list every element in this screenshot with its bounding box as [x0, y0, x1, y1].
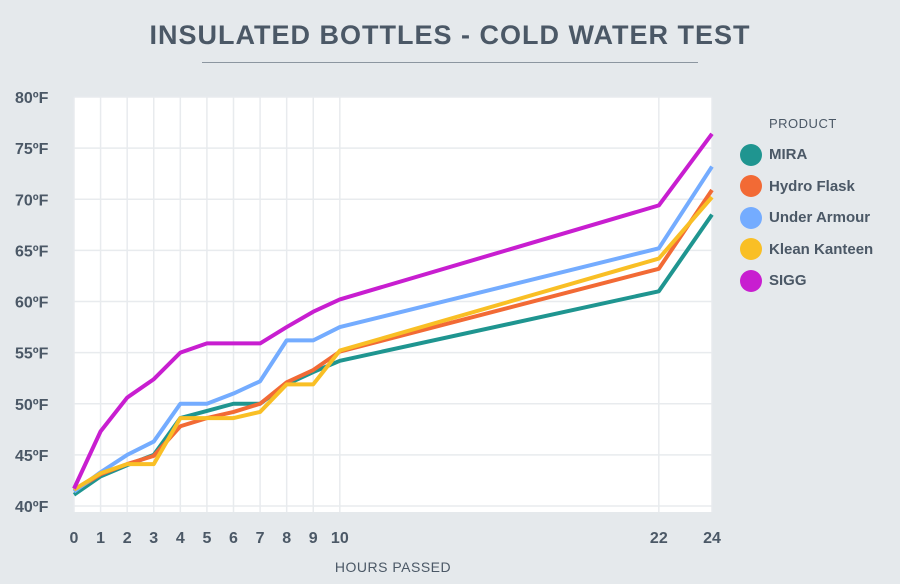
y-tick-label: 40ºF: [15, 499, 49, 516]
legend-item: Klean Kanteen: [740, 234, 873, 266]
x-tick-label: 7: [256, 530, 265, 547]
x-tick-label: 10: [331, 530, 349, 547]
legend-label: Under Armour: [769, 209, 871, 227]
y-tick-label: 65ºF: [15, 243, 49, 260]
y-tick-label: 55ºF: [15, 346, 49, 363]
y-tick-label: 80ºF: [15, 90, 49, 107]
y-tick-label: 70ºF: [15, 192, 49, 209]
x-tick-label: 0: [70, 530, 79, 547]
x-tick-label: 4: [176, 530, 185, 547]
y-tick-label: 50ºF: [15, 397, 49, 414]
x-tick-label: 8: [282, 530, 291, 547]
x-tick-label: 1: [96, 530, 105, 547]
legend-swatch: [740, 175, 762, 198]
y-tick-label: 45ºF: [15, 448, 49, 465]
legend-label: Hydro Flask: [769, 177, 855, 195]
legend-label: SIGG: [769, 272, 807, 290]
series-line-klean-kanteen: [72, 195, 714, 492]
legend-swatch: [740, 206, 762, 229]
legend: PRODUCT MIRA Hydro Flask Under Armour Klean…: [740, 116, 873, 297]
plot-area: [74, 97, 712, 512]
x-axis-label: HOURS PASSED: [335, 559, 451, 575]
legend-item: Under Armour: [740, 202, 873, 234]
x-tick-label: 5: [202, 530, 211, 547]
legend-label: MIRA: [769, 146, 808, 164]
x-tick-label: 22: [650, 530, 668, 547]
x-tick-label: 6: [229, 530, 238, 547]
legend-label: Klean Kanteen: [769, 240, 874, 258]
y-tick-label: 60ºF: [15, 295, 49, 312]
x-tick-label: 9: [309, 530, 318, 547]
x-tick-label: 24: [703, 530, 721, 547]
legend-swatch: [740, 238, 762, 261]
legend-title: PRODUCT: [769, 116, 837, 131]
legend-swatch: [740, 143, 762, 166]
series-line-sigg: [72, 132, 714, 490]
title-underline: [202, 62, 698, 63]
x-tick-label: 3: [149, 530, 158, 547]
series-line-under-armour: [72, 165, 714, 494]
legend-item: Hydro Flask: [740, 171, 873, 203]
legend-item: SIGG: [740, 265, 873, 297]
y-tick-label: 75ºF: [15, 141, 49, 158]
x-tick-label: 2: [123, 530, 132, 547]
chart-title: INSULATED BOTTLES - COLD WATER TEST: [149, 20, 751, 50]
legend-swatch: [740, 269, 762, 292]
legend-item: MIRA: [740, 139, 873, 171]
